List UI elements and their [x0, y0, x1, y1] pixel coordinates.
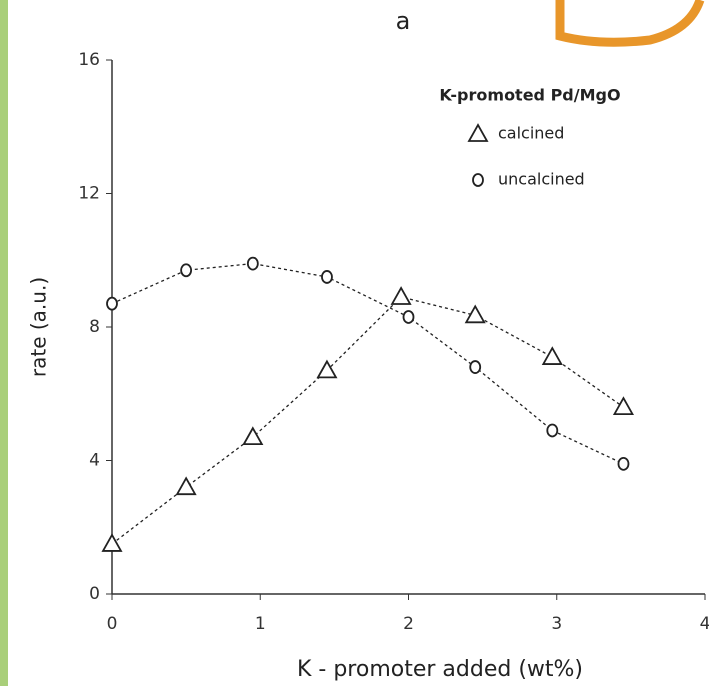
y-tick-label: 12 — [78, 184, 100, 204]
x-tick-label: 2 — [403, 614, 414, 634]
marker — [180, 263, 193, 278]
marker — [617, 456, 630, 471]
marker — [612, 396, 635, 415]
series-line — [111, 296, 624, 545]
marker — [390, 286, 412, 305]
y-tick-label: 16 — [78, 50, 100, 70]
x-tick-label: 4 — [700, 614, 709, 634]
marker — [467, 123, 489, 142]
marker — [175, 476, 197, 496]
y-tick-label: 4 — [89, 451, 100, 471]
chart-title: a — [396, 7, 411, 35]
marker — [101, 533, 123, 552]
marker — [402, 310, 415, 324]
series-line — [111, 262, 624, 465]
y-axis-label: rate (a.u.) — [27, 277, 51, 377]
marker — [242, 426, 264, 446]
x-tick-label: 1 — [255, 614, 266, 634]
marker — [464, 304, 486, 324]
y-tick-label: 8 — [89, 317, 100, 337]
marker — [316, 359, 338, 379]
x-tick-label: 0 — [107, 614, 118, 634]
marker — [321, 270, 333, 284]
x-tick-label: 3 — [551, 614, 562, 634]
marker — [546, 423, 559, 438]
legend-title: K-promoted Pd/MgO — [439, 86, 620, 105]
marker — [469, 360, 482, 374]
marker — [472, 173, 484, 187]
legend-label: calcined — [498, 124, 564, 143]
left-stripe — [0, 0, 8, 686]
decor-shape — [555, 0, 705, 47]
y-tick-label: 0 — [89, 584, 100, 604]
marker — [541, 346, 563, 365]
marker — [106, 296, 118, 311]
marker — [246, 256, 259, 271]
x-axis-label: K - promoter added (wt%) — [297, 657, 583, 682]
legend-label: uncalcined — [498, 170, 585, 189]
